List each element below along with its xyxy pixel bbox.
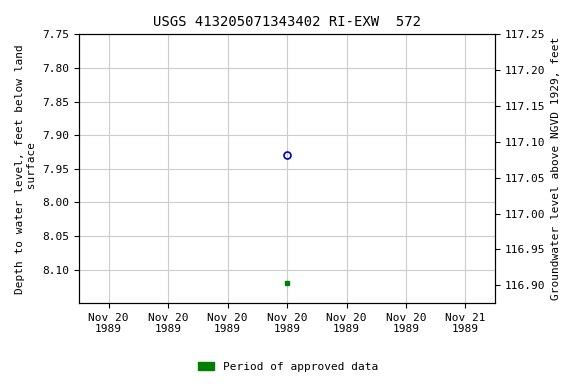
Title: USGS 413205071343402 RI-EXW  572: USGS 413205071343402 RI-EXW 572 [153,15,421,29]
Legend: Period of approved data: Period of approved data [193,358,383,377]
Y-axis label: Groundwater level above NGVD 1929, feet: Groundwater level above NGVD 1929, feet [551,37,561,300]
Y-axis label: Depth to water level, feet below land
 surface: Depth to water level, feet below land su… [15,44,37,294]
